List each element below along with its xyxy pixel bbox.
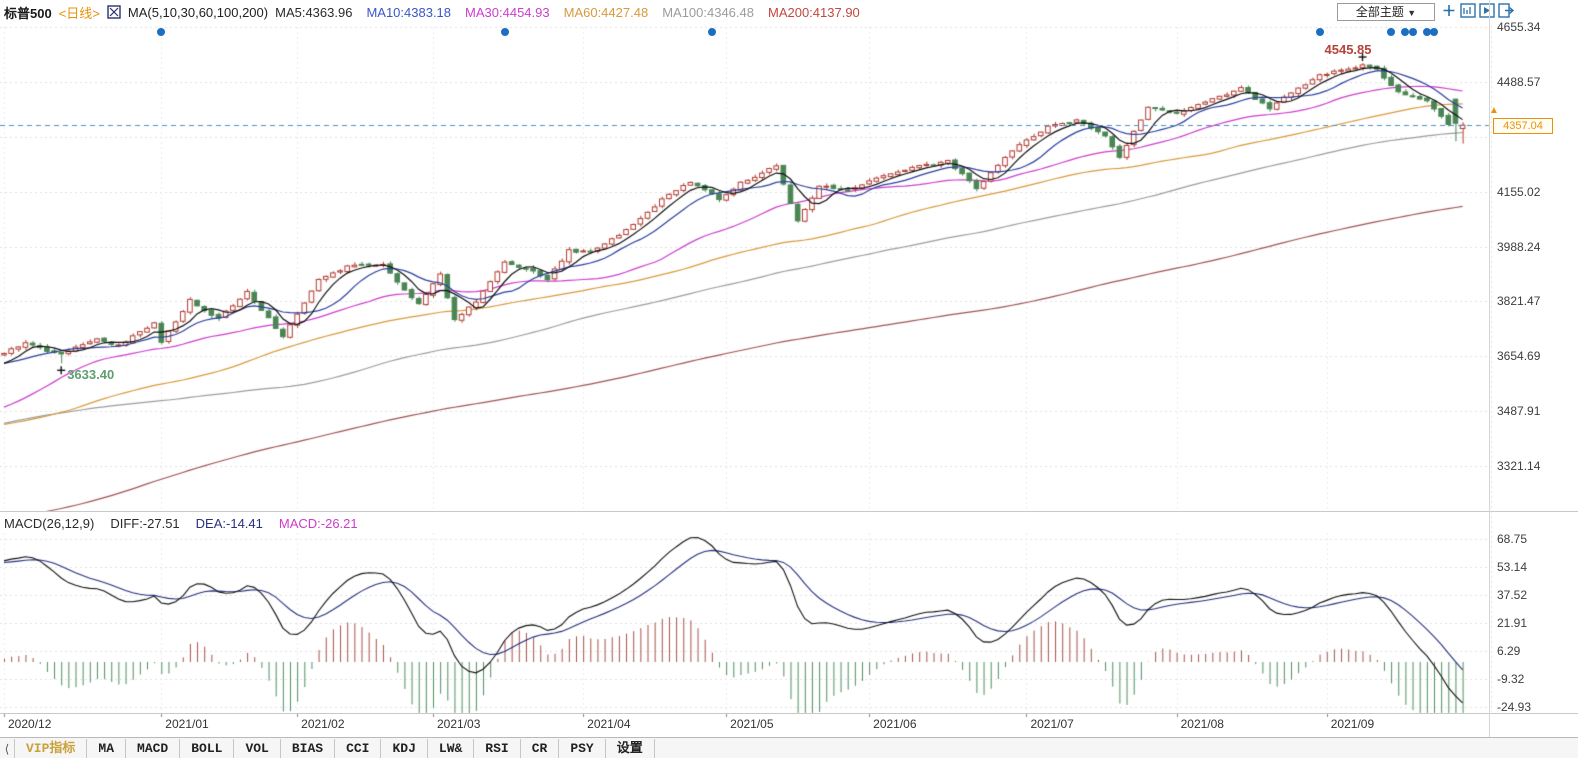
indicator-tab-kdj[interactable]: KDJ: [381, 738, 428, 758]
macd-axis-label: 37.52: [1497, 587, 1528, 602]
indicator-tab-cci[interactable]: CCI: [335, 738, 382, 758]
indicator-tab-vip[interactable]: VIP指标: [15, 738, 88, 758]
indicator-tab-bias[interactable]: BIAS: [281, 738, 336, 758]
indicator-tab-boll[interactable]: BOLL: [180, 738, 235, 758]
toolbar-clipped-icon[interactable]: ⟨: [0, 738, 15, 758]
chart-type-icon[interactable]: [107, 5, 121, 19]
axis-separator: [0, 713, 1578, 714]
ma-legend: MA5:4363.96 MA10:4383.18 MA30:4454.93 MA60:…: [275, 5, 860, 20]
event-dot[interactable]: [500, 28, 509, 36]
macd-header-item: DEA:-14.41: [195, 516, 263, 531]
time-axis-label: 2021/02: [301, 717, 345, 731]
indicator-tab-vol[interactable]: VOL: [234, 738, 281, 758]
macd-axis-label: -24.93: [1497, 699, 1532, 714]
indicator-tab-lw[interactable]: LW&: [428, 738, 475, 758]
macd-header-item: MACD(26,12,9): [4, 516, 95, 531]
symbol-title: 标普500: [4, 5, 52, 21]
price-axis-label: 3321.14: [1497, 459, 1541, 474]
indicator-tab-macd[interactable]: MACD: [126, 738, 181, 758]
macd-axis-label: 21.91: [1497, 615, 1528, 630]
time-axis-label: 2021/01: [165, 717, 209, 731]
axis-column-separator: [1489, 0, 1490, 737]
event-dot[interactable]: [1315, 28, 1324, 36]
ma-legend-item: MA200:4137.90: [767, 4, 860, 20]
ma-legend-item: MA10:4383.18: [366, 4, 452, 20]
time-axis-label: 2021/05: [730, 717, 774, 731]
high-price-annotation: 4545.85: [1324, 42, 1372, 58]
ma-legend-item: MA100:4346.48: [662, 4, 754, 20]
time-axis-label: 2021/07: [1030, 717, 1074, 731]
time-axis-label: 2020/12: [8, 717, 52, 731]
event-dot[interactable]: [1422, 28, 1431, 36]
price-axis-label: 3821.47: [1497, 294, 1541, 309]
indicator-tab-rsi[interactable]: RSI: [474, 738, 521, 758]
macd-axis-label: 53.14: [1497, 559, 1528, 574]
indicator-tab-cr[interactable]: CR: [521, 738, 560, 758]
macd-header-item: DIFF:-27.51: [110, 516, 180, 531]
time-axis-label: 2021/09: [1330, 717, 1375, 731]
price-axis-label: 3487.91: [1497, 404, 1541, 419]
price-axis-label: 4488.57: [1497, 74, 1541, 89]
indicator-toolbar: ⟨ VIP指标 MA MACD BOLL VOL BIAS CCI KDJ LW& RSI CR PS…: [0, 737, 1578, 758]
ma-legend-item: MA30:4454.93: [465, 4, 550, 20]
indicator-tab-[interactable]: 设置: [606, 738, 655, 758]
price-arrow-icon: ▲: [1489, 105, 1499, 116]
current-price-tag: 4357.04: [1493, 118, 1553, 134]
event-dot[interactable]: [1401, 28, 1410, 36]
indicator-tab-psy[interactable]: PSY: [559, 738, 606, 758]
macd-axis-label: 6.29: [1497, 643, 1521, 658]
ma-legend-item: MA5:4363.96: [275, 4, 353, 20]
macd-header: MACD(26,12,9) DIFF:-27.51 DEA:-14.41 MACD:-…: [4, 516, 358, 531]
low-price-annotation: 3633.40: [67, 367, 115, 383]
price-axis-label: 3988.24: [1497, 239, 1541, 254]
indicator-tab-ma[interactable]: MA: [87, 738, 127, 758]
event-dot[interactable]: [157, 28, 166, 36]
event-dot[interactable]: [1387, 28, 1396, 36]
macd-axis-label: 68.75: [1497, 531, 1528, 546]
price-axis-label: 3654.69: [1497, 349, 1541, 364]
event-dot[interactable]: [1430, 28, 1438, 36]
price-axis-label: 4655.34: [1497, 20, 1541, 34]
time-axis-label: 2021/04: [587, 717, 631, 731]
ma-legend-item: MA60:4427.48: [563, 4, 649, 20]
time-axis-label: 2021/03: [437, 717, 481, 731]
macd-header-item: MACD:-26.21: [278, 516, 358, 531]
panel-separator: [0, 511, 1578, 512]
period-label: <日线>: [58, 5, 100, 21]
price-axis-label: 4155.02: [1497, 184, 1541, 199]
chart-header: 标普500 <日线> MA(5,10,30,60,100,200) MA5:43…: [0, 0, 1334, 24]
ma-params-label: MA(5,10,30,60,100,200): [127, 4, 269, 20]
macd-axis-label: -9.32: [1497, 671, 1525, 686]
time-axis-label: 2021/08: [1180, 717, 1224, 731]
time-axis-label: 2021/06: [873, 717, 917, 731]
event-dot[interactable]: [1408, 28, 1417, 36]
event-dot[interactable]: [707, 28, 716, 36]
